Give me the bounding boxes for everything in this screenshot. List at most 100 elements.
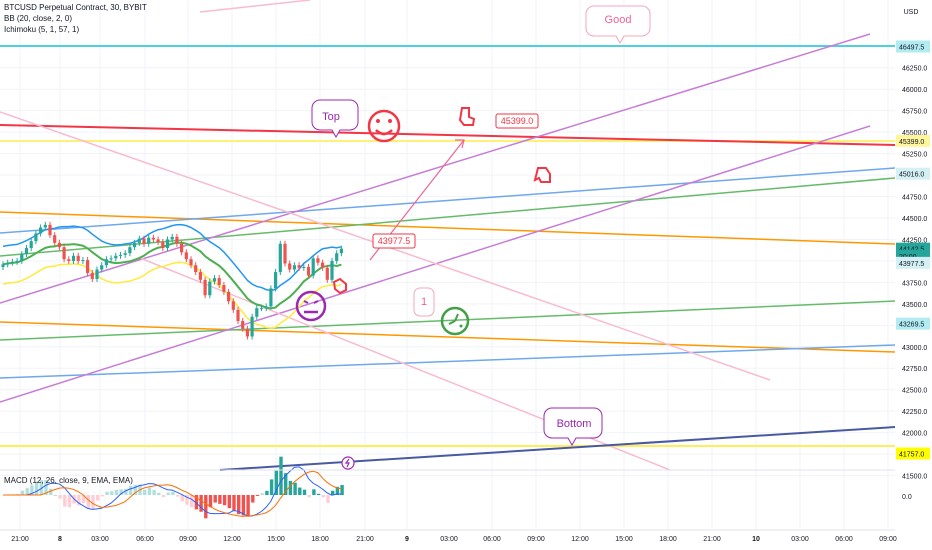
price-badge-bg (896, 167, 930, 180)
price-tick-label: 46250.0 (902, 66, 927, 73)
clock-icon[interactable] (440, 306, 470, 336)
macd-legend[interactable]: MACD (12, 26, close, 9, EMA, EMA) (4, 476, 133, 485)
pointing-hand-down-icon[interactable] (458, 107, 476, 126)
macd-zero-tick: 0.0 (902, 494, 912, 501)
price-badge-bg (896, 317, 930, 330)
navy-trendline (219, 426, 896, 471)
price-tick-label: 43500.0 (902, 302, 927, 309)
smiley-icon[interactable] (367, 109, 401, 143)
macd-bar (194, 495, 199, 510)
macd-pane (0, 456, 895, 519)
candle-body (245, 328, 249, 337)
macd-bar (222, 495, 227, 506)
pink-top-line (199, 0, 311, 13)
candle-body (330, 260, 334, 280)
time-tick-label: 21:00 (356, 536, 374, 543)
macd-bar (265, 490, 269, 495)
macd-bar (208, 495, 213, 508)
callout-one[interactable]: 1 (413, 287, 435, 317)
price-tick-label: 44250.0 (902, 237, 927, 244)
macd-bar (152, 490, 156, 495)
macd-bar (251, 495, 255, 503)
price-badges: 46497.545399.045016.044142.520:0043977.5… (896, 40, 930, 460)
candle-body (48, 224, 52, 236)
time-tick-label: 06:00 (835, 536, 853, 543)
candle-body (133, 242, 137, 248)
candle-body (95, 269, 99, 279)
macd-bar (81, 495, 86, 504)
projection-arrowhead (455, 139, 465, 149)
candle-body (306, 266, 311, 276)
macd-bar (335, 486, 340, 495)
macd-bar (86, 495, 90, 509)
bb-upper-line (2, 223, 342, 292)
price-badge-bg (896, 40, 930, 53)
candle-body (255, 308, 259, 317)
macd-bar (227, 495, 231, 509)
macd-bar (232, 495, 236, 511)
candle-body (292, 265, 296, 270)
candle-body (15, 260, 19, 262)
candle-body (194, 265, 198, 273)
candle-body (147, 237, 151, 244)
orange-trendline (0, 211, 896, 245)
candle-body (302, 266, 306, 268)
current-price-label[interactable]: 43977.5 (372, 233, 416, 249)
macd-bar (100, 495, 105, 497)
candle-body (53, 235, 57, 243)
pointing-hand-icon[interactable] (332, 277, 347, 295)
bb-legend[interactable]: BB (20, close, 2, 0) (4, 14, 73, 23)
price-badge-text: 41757.0 (899, 452, 924, 459)
macd-bar (204, 495, 208, 519)
candle-body (71, 255, 76, 261)
target-price-text: 45399.0 (501, 116, 534, 126)
time-tick-label: 09:00 (179, 536, 197, 543)
target-price-label[interactable]: 45399.0 (495, 113, 539, 129)
pointing-hand-up-icon[interactable] (533, 167, 551, 183)
candle-body (321, 262, 325, 268)
candle-body (170, 236, 174, 240)
macd-bar (171, 491, 175, 495)
callout-good-label: Good (605, 14, 632, 26)
price-tick-label: 42750.0 (902, 366, 927, 373)
purple-upper-channel (0, 33, 871, 304)
candle-body (76, 255, 80, 261)
ichimoku-legend[interactable]: Ichimoku (5, 1, 57, 1) (4, 25, 80, 34)
macd-bar (274, 470, 278, 495)
macd-bar (77, 495, 81, 506)
macd-bar (44, 480, 48, 495)
candle-body (198, 272, 202, 280)
callout-good[interactable]: Good (585, 5, 651, 45)
price-badge-text: 43977.5 (899, 261, 924, 268)
macd-bar (53, 494, 58, 496)
callout-bottom[interactable]: Bottom (543, 407, 603, 447)
candle-body (142, 238, 146, 244)
macd-bar (96, 495, 100, 501)
time-axis[interactable]: 21:00 8 03:00 06:00 09:00 12:00 15:00 18:00 21:0… (0, 529, 897, 543)
lightning-icon[interactable] (341, 456, 355, 470)
time-tick-label: 03:00 (791, 536, 809, 543)
symbol-title[interactable]: BTCUSD Perpetual Contract, 30, BYBIT (4, 3, 147, 12)
time-tick-label: 03:00 (440, 536, 458, 543)
candle-body (156, 239, 160, 243)
candle-body (283, 243, 287, 264)
price-badge-bg (896, 256, 930, 269)
candle-body (236, 309, 240, 322)
macd-bar (25, 488, 29, 495)
grid (0, 0, 895, 530)
price-tick-label: 42250.0 (902, 409, 927, 416)
candle-body (203, 279, 207, 296)
macd-bar (180, 495, 184, 502)
neutral-face-icon[interactable] (295, 290, 327, 322)
macd-bar (246, 495, 250, 517)
callout-top[interactable]: Top (311, 99, 359, 139)
macd-bar (213, 495, 217, 503)
macd-axis: 0.0 (902, 494, 912, 501)
candle-body (175, 236, 179, 244)
candle-body (20, 254, 24, 261)
price-tick-label: 44500.0 (902, 216, 927, 223)
candle-body (311, 258, 315, 276)
candle-body (151, 237, 155, 240)
